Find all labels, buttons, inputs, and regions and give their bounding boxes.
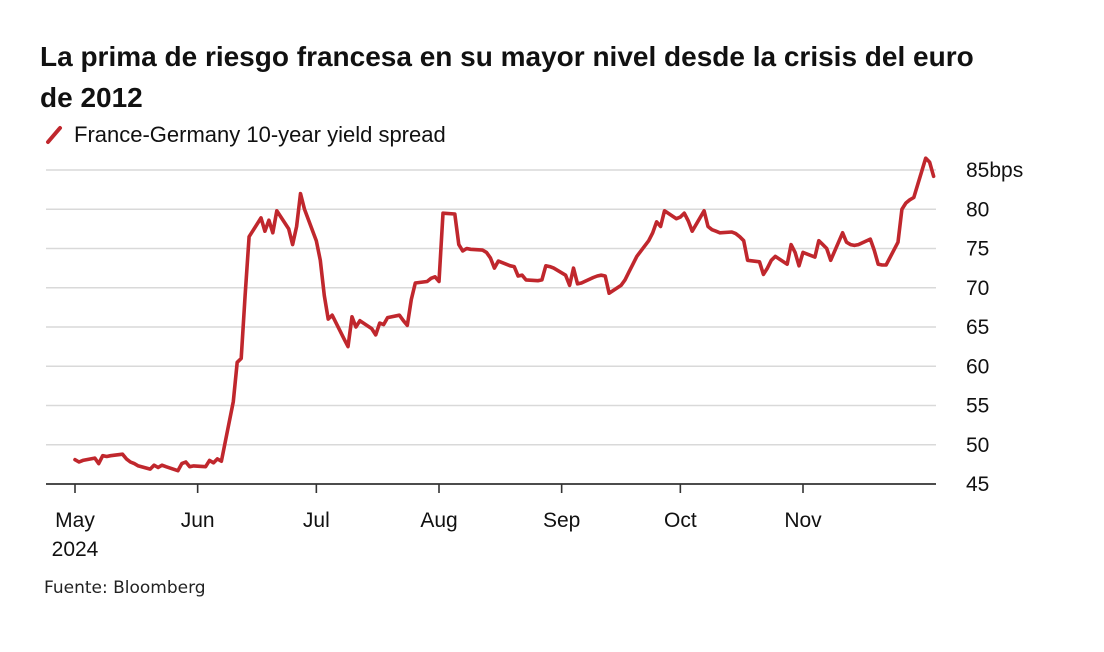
y-tick-label: 65 xyxy=(966,316,989,339)
chart-title: La prima de riesgo francesa en su mayor … xyxy=(40,41,974,113)
legend-label: France-Germany 10-year yield spread xyxy=(74,122,446,147)
y-tick-label: 55 xyxy=(966,395,989,418)
x-tick-label: May xyxy=(55,509,95,532)
y-tick-label: 70 xyxy=(966,277,989,300)
gridlines xyxy=(46,169,936,446)
x-tick-label: Nov xyxy=(784,509,822,532)
series-layer xyxy=(73,156,936,473)
x-tick-label: Oct xyxy=(664,509,697,532)
y-tick-label: 75 xyxy=(966,238,989,261)
legend-line-swatch-icon xyxy=(46,126,62,144)
x-tick-label: Aug xyxy=(420,509,457,532)
series-line xyxy=(73,156,936,473)
y-tick-label: 50 xyxy=(966,434,989,457)
x-tick-label: Sep xyxy=(543,509,580,532)
y-tick-label: 85bps xyxy=(966,159,1023,182)
x-axis-labels: May 2024 Jun Jul Aug Sep Oct Nov xyxy=(52,509,823,561)
y-tick-label: 80 xyxy=(966,198,989,221)
y-axis-labels: 45 50 55 60 65 70 75 80 85bps xyxy=(966,159,1023,496)
x-tick-label: Jul xyxy=(303,509,330,532)
y-tick-label: 45 xyxy=(966,473,989,496)
x-tick-sublabel: 2024 xyxy=(52,538,99,561)
y-tick-label: 60 xyxy=(966,355,989,378)
x-axis xyxy=(46,483,936,493)
chart-legend: France-Germany 10-year yield spread xyxy=(44,120,446,150)
x-tick-label: Jun xyxy=(181,509,215,532)
source-note: Fuente: Bloomberg xyxy=(44,578,206,598)
